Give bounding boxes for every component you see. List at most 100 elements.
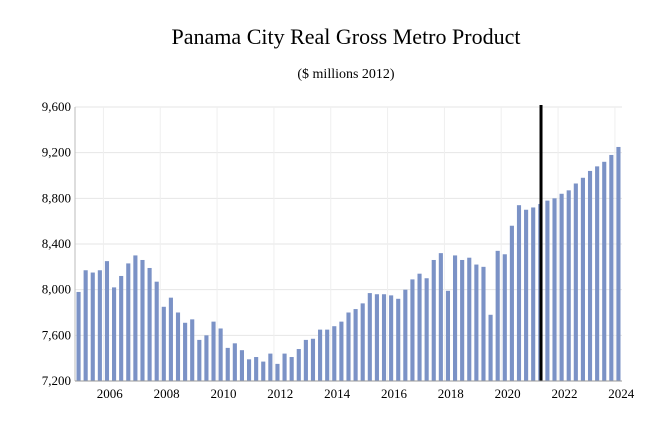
- bar: [211, 321, 216, 381]
- bar: [545, 200, 550, 381]
- bar: [104, 261, 110, 381]
- y-tick-label: 8,400: [42, 236, 71, 251]
- bar: [303, 339, 308, 381]
- bar: [389, 295, 394, 381]
- y-axis-tick-labels: 7,200 7,600 8,000 8,400 8,800 9,200 9,600: [42, 99, 71, 388]
- bar: [516, 205, 522, 381]
- bar: [595, 166, 600, 381]
- bar: [524, 209, 529, 381]
- bar: [126, 263, 131, 381]
- bar: [261, 361, 266, 381]
- bar: [431, 259, 436, 381]
- x-axis-tick-labels: 2006 2008 2010 2012 2014 2016 2018 2020 2022 2024: [97, 386, 635, 401]
- bar: [168, 297, 173, 381]
- x-tick-label: 2010: [210, 386, 236, 401]
- x-tick-label: 2020: [495, 386, 521, 401]
- x-tick-label: 2012: [267, 386, 293, 401]
- bar: [268, 353, 273, 381]
- bar: [460, 259, 465, 381]
- bar: [76, 291, 81, 381]
- x-tick-label: 2022: [551, 386, 577, 401]
- bar: [90, 272, 95, 381]
- bar: [346, 312, 351, 381]
- x-tick-label: 2008: [154, 386, 180, 401]
- bar: [360, 303, 365, 381]
- chart-title: Panama City Real Gross Metro Product: [171, 24, 521, 49]
- bar: [190, 319, 195, 381]
- bar: [452, 255, 458, 381]
- bar: [339, 321, 344, 381]
- x-tick-label: 2006: [97, 386, 124, 401]
- y-tick-label: 7,600: [42, 327, 71, 342]
- bar: [254, 357, 259, 381]
- bar: [83, 270, 88, 381]
- y-tick-label: 7,200: [42, 373, 71, 388]
- bar: [424, 278, 429, 381]
- bar: [602, 161, 607, 381]
- bar: [616, 146, 621, 381]
- bar-series: [76, 146, 621, 381]
- bar: [332, 326, 337, 381]
- bar: [232, 343, 237, 381]
- bar: [531, 207, 536, 381]
- bar: [119, 275, 124, 381]
- bar: [289, 357, 294, 381]
- bar: [325, 329, 330, 381]
- bar: [438, 253, 443, 381]
- bar: [396, 298, 401, 381]
- bar: [445, 290, 451, 381]
- bar: [133, 255, 138, 381]
- bar: [175, 312, 181, 381]
- bar: [367, 293, 372, 381]
- bar: [239, 350, 245, 381]
- y-tick-label: 8,000: [42, 282, 71, 297]
- bar: [467, 257, 472, 381]
- x-tick-label: 2016: [381, 386, 408, 401]
- y-tick-label: 9,200: [42, 145, 71, 160]
- bar: [154, 281, 159, 381]
- bar: [218, 328, 223, 381]
- bar: [246, 359, 252, 381]
- y-tick-label: 8,800: [42, 190, 71, 205]
- bar: [374, 294, 379, 381]
- bar: [403, 289, 408, 381]
- bar: [559, 193, 564, 381]
- bar: [204, 335, 209, 381]
- bar: [587, 170, 593, 381]
- bar: [488, 314, 493, 381]
- bar: [509, 225, 514, 381]
- bar: [112, 287, 117, 381]
- bar: [353, 309, 358, 381]
- x-tick-label: 2024: [608, 386, 635, 401]
- bar: [140, 259, 145, 381]
- bar: [161, 306, 166, 381]
- chart-subtitle: ($ millions 2012): [297, 67, 395, 82]
- bar: [97, 270, 102, 381]
- x-tick-label: 2014: [324, 386, 351, 401]
- bar: [275, 363, 280, 381]
- bar: [502, 254, 507, 381]
- bar: [225, 347, 230, 381]
- bar: [296, 349, 301, 381]
- bar: [197, 339, 202, 381]
- axes: [74, 107, 622, 382]
- bar: [474, 264, 479, 381]
- bar: [580, 177, 585, 381]
- bar: [282, 353, 287, 381]
- bar: [552, 198, 557, 381]
- bar: [310, 338, 316, 381]
- bar: [573, 183, 578, 381]
- bar: [417, 273, 422, 381]
- bar: [566, 190, 571, 381]
- x-tick-label: 2018: [438, 386, 464, 401]
- bar: [495, 250, 500, 381]
- bar: [410, 279, 415, 381]
- y-tick-label: 9,600: [42, 99, 71, 114]
- bar: [381, 294, 387, 381]
- bar: [318, 329, 323, 381]
- bar: [481, 266, 486, 381]
- bar: [147, 267, 152, 381]
- bar: [609, 154, 614, 381]
- bar: [183, 322, 188, 381]
